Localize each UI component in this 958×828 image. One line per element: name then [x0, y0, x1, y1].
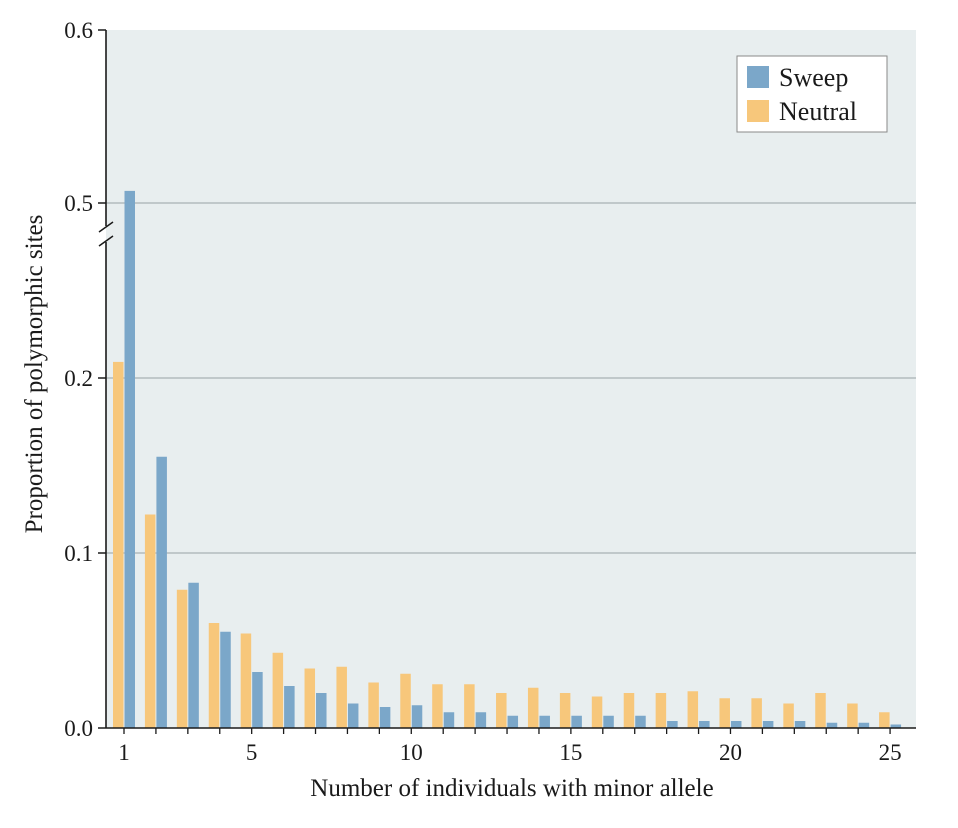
x-tick-label: 15: [559, 740, 582, 765]
bar-sweep-20: [730, 721, 742, 728]
legend-swatch-sweep: [747, 66, 769, 88]
axis-break-mark: [98, 221, 114, 233]
bar-neutral-24: [847, 703, 858, 728]
bar-sweep-4: [220, 631, 231, 728]
bar-neutral-19: [687, 691, 699, 728]
x-tick-label: 25: [879, 740, 902, 765]
bar-neutral-6: [272, 652, 284, 728]
bar-neutral-25: [879, 712, 890, 728]
tick-labels: 0.00.10.20.50.61 5 10 15 20 25: [64, 18, 901, 765]
bar-neutral-17: [623, 693, 635, 728]
y-tick-label: 0.0: [64, 716, 93, 741]
bar-sweep-2: [156, 456, 167, 728]
bar-neutral-1: [113, 361, 124, 728]
bar-neutral-8: [336, 666, 347, 728]
y-tick-label: 0.5: [64, 191, 93, 216]
bar-neutral-7: [304, 668, 316, 728]
bar-sweep-22: [794, 721, 806, 728]
bar-sweep-11: [443, 712, 455, 728]
bar-neutral-9: [368, 682, 379, 728]
bar-neutral-2: [144, 514, 156, 728]
plot-background: [106, 30, 916, 728]
x-tick-label: 1: [118, 740, 130, 765]
axes: [98, 30, 916, 729]
bar-sweep-17: [635, 715, 646, 728]
bar-sweep-18: [667, 721, 678, 728]
gridlines: [106, 202, 916, 554]
bar-sweep-10: [411, 705, 423, 728]
legend-label-neutral: Neutral: [779, 97, 857, 126]
bar-neutral-4: [208, 623, 220, 728]
bar-sweep-25: [890, 724, 902, 728]
bar-sweep-21: [762, 721, 774, 728]
bar-neutral-23: [815, 693, 826, 728]
bar-neutral-10: [400, 673, 411, 728]
legend: Sweep Neutral: [736, 55, 888, 133]
bar-sweep-12: [475, 712, 487, 728]
bar-sweep-24: [858, 722, 870, 728]
bar-neutral-13: [496, 693, 507, 728]
bar-neutral-11: [432, 684, 443, 728]
bar-sweep-15: [571, 715, 582, 728]
x-tick-label: 20: [719, 740, 742, 765]
bar-sweep-3: [188, 582, 199, 728]
y-axis-label: Proportion of polymorphic sites: [21, 215, 48, 534]
bar-sweep-1: [124, 190, 135, 728]
bar-sweep-9: [379, 707, 391, 728]
bar-neutral-3: [176, 589, 188, 728]
axis-break-mark: [98, 235, 114, 247]
bar-neutral-20: [719, 698, 730, 728]
bar-neutral-18: [655, 693, 667, 728]
bar-sweep-13: [507, 715, 519, 728]
bar-neutral-16: [591, 696, 603, 728]
y-tick-label: 0.6: [64, 18, 93, 43]
legend-swatch-neutral: [747, 100, 769, 122]
bar-sweep-5: [252, 672, 263, 728]
y-tick-label: 0.2: [64, 366, 93, 391]
legend-label-sweep: Sweep: [779, 63, 848, 92]
bar-sweep-6: [284, 686, 295, 728]
bar-neutral-5: [240, 633, 252, 728]
bars: [113, 190, 902, 728]
bar-neutral-14: [527, 687, 539, 728]
x-axis-label: Number of individuals with minor allele: [310, 775, 713, 802]
bar-neutral-22: [783, 703, 794, 728]
bar-sweep-7: [316, 693, 327, 728]
x-tick-label: 5: [246, 740, 258, 765]
bar-sweep-16: [603, 715, 614, 728]
bar-sweep-14: [539, 715, 550, 728]
x-tick-label: 10: [400, 740, 423, 765]
bar-sweep-19: [699, 721, 710, 728]
bar-neutral-21: [751, 698, 762, 728]
bar-neutral-15: [559, 693, 571, 728]
y-tick-label: 0.1: [64, 541, 93, 566]
bar-sweep-23: [826, 722, 838, 728]
bar-neutral-12: [464, 684, 475, 728]
bar-sweep-8: [347, 703, 359, 728]
